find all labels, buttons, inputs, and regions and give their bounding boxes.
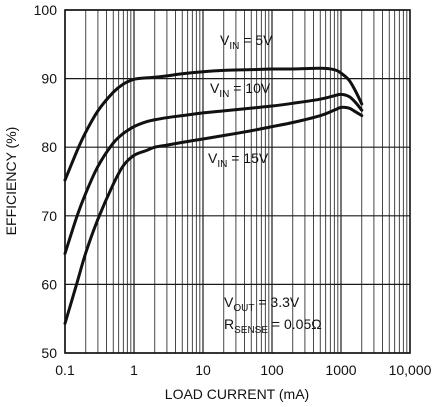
series-curves	[63, 66, 364, 325]
rsense-annotation-main: R	[224, 316, 234, 332]
y-tick-label: 80	[41, 139, 57, 155]
series-label-vin-5v: VIN = 5V	[220, 32, 273, 52]
x-tick-label: 10	[195, 362, 211, 378]
x-tick-label: 1000	[325, 362, 356, 378]
x-tick-label: 0.1	[55, 362, 75, 378]
y-tick-label: 100	[34, 2, 58, 18]
series-label-vin-5v-main: V	[220, 32, 230, 48]
y-axis-title: EFFICIENCY (%)	[3, 127, 19, 236]
series-label-vin-15v-main: V	[208, 150, 218, 166]
series-label-vin-15v-sub: IN	[217, 159, 227, 170]
rsense-annotation-sub: SENSE	[234, 325, 268, 336]
series-label-vin-10v-rest: = 10V	[229, 80, 271, 96]
vout-annotation: VOUT = 3.3V	[224, 294, 300, 314]
series-label-vin-15v: VIN = 15V	[208, 150, 269, 170]
x-tick-label: 100	[260, 362, 284, 378]
y-tick-label: 90	[41, 71, 57, 87]
rsense-annotation: RSENSE = 0.05Ω	[224, 316, 322, 336]
series-label-vin-5v-sub: IN	[229, 41, 239, 52]
y-tick-label: 50	[41, 345, 57, 361]
series-label-vin-15v-rest: = 15V	[227, 150, 269, 166]
grid	[64, 9, 410, 354]
series-line-vin-5v	[63, 66, 364, 182]
x-tick-label: 1	[130, 362, 138, 378]
series-line-vin-10v	[63, 92, 364, 256]
tick-labels: 0.1 1 10 100 1000 10,000 50 60 70 80 90 100	[34, 2, 432, 378]
vout-annotation-sub: OUT	[233, 303, 254, 314]
plot-frame	[64, 9, 411, 354]
vout-annotation-rest: = 3.3V	[254, 294, 299, 310]
y-tick-label: 70	[41, 208, 57, 224]
x-axis-title: LOAD CURRENT (mA)	[165, 386, 309, 402]
series-label-vin-10v-sub: IN	[219, 89, 229, 100]
y-tick-label: 60	[41, 276, 57, 292]
series-label-vin-10v: VIN = 10V	[210, 80, 271, 100]
series-label-vin-5v-rest: = 5V	[239, 32, 273, 48]
vout-annotation-main: V	[224, 294, 234, 310]
series-line-vin-15v	[63, 105, 364, 325]
x-tick-label: 10,000	[389, 362, 432, 378]
rsense-annotation-rest: = 0.05Ω	[268, 316, 322, 332]
series-label-vin-10v-main: V	[210, 80, 220, 96]
